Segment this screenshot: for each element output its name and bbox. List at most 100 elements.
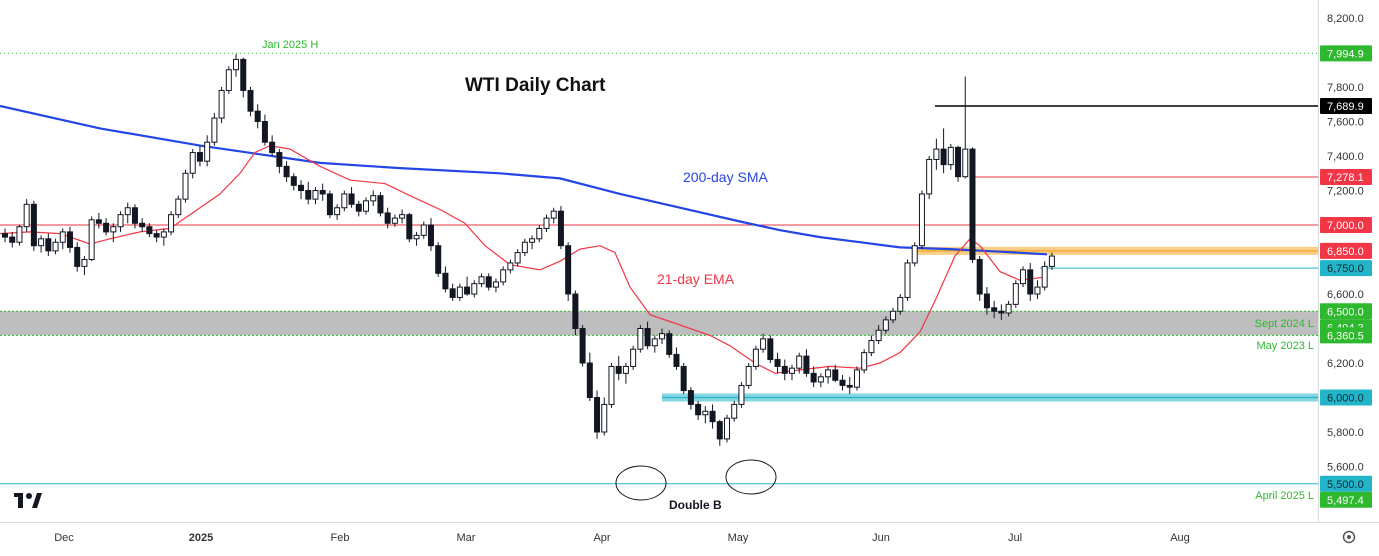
- candle: [124, 202, 131, 224]
- candle: [240, 57, 247, 98]
- candle: [752, 345, 759, 370]
- candle: [456, 283, 463, 301]
- candle: [370, 190, 377, 207]
- candle: [926, 156, 933, 200]
- candle: [529, 235, 536, 250]
- candle: [1012, 280, 1019, 308]
- candle: [1020, 266, 1027, 288]
- candle: [651, 335, 658, 353]
- candle: [168, 211, 175, 236]
- candle: [81, 256, 88, 276]
- candle: [261, 114, 268, 146]
- candle: [861, 349, 868, 374]
- candle: [196, 145, 203, 167]
- candle: [305, 181, 312, 205]
- double-bottom-circle-1: [615, 465, 667, 501]
- candle: [326, 190, 333, 219]
- candle: [998, 304, 1005, 320]
- price-label: 6,360.5: [1320, 327, 1372, 344]
- y-tick-label: 7,400.0: [1327, 151, 1364, 163]
- svg-text:7,994.9: 7,994.9: [1327, 48, 1364, 60]
- candle: [500, 266, 507, 286]
- candle: [875, 325, 882, 345]
- candle: [882, 316, 889, 334]
- candle: [38, 235, 45, 253]
- price-label: 6,750.0: [1320, 260, 1372, 277]
- svg-text:6,750.0: 6,750.0: [1327, 263, 1364, 275]
- double-bottom-circle-2: [725, 459, 777, 495]
- candle: [406, 212, 413, 243]
- candle: [182, 169, 189, 203]
- candle: [153, 230, 160, 243]
- candle: [724, 414, 730, 443]
- candle: [9, 231, 16, 248]
- price-label: 7,994.9: [1320, 45, 1372, 62]
- candle: [788, 364, 795, 381]
- x-tick-label: Aug: [1170, 532, 1190, 544]
- april-2025-low-label: April 2025 L: [1255, 490, 1314, 502]
- candle: [846, 376, 853, 395]
- candle: [384, 207, 391, 229]
- candle: [471, 280, 478, 298]
- svg-text:7,000.0: 7,000.0: [1327, 220, 1364, 232]
- candle: [478, 273, 485, 288]
- y-tick-label: 5,800.0: [1327, 427, 1364, 439]
- candle: [969, 147, 976, 263]
- svg-text:7,689.9: 7,689.9: [1327, 101, 1364, 113]
- price-label: 6,000.0: [1320, 389, 1372, 406]
- candle: [594, 390, 601, 439]
- candle: [673, 347, 680, 370]
- x-tick-label: Dec: [54, 532, 74, 544]
- price-label: 6,850.0: [1320, 242, 1372, 259]
- candle: [225, 66, 232, 94]
- candle: [933, 138, 940, 170]
- y-tick-label: 8,200.0: [1327, 13, 1364, 25]
- settings-gear-icon[interactable]: [1342, 530, 1356, 544]
- candle: [731, 400, 738, 422]
- candle: [572, 290, 579, 336]
- candle: [1041, 261, 1048, 291]
- chart-title: WTI Daily Chart: [465, 75, 606, 96]
- candle: [810, 366, 817, 388]
- candle: [940, 128, 947, 174]
- candle: [391, 214, 398, 227]
- candle: [521, 238, 528, 257]
- y-tick-label: 7,800.0: [1327, 82, 1364, 94]
- candle: [514, 249, 521, 267]
- ema-label: 21-day EMA: [657, 271, 735, 287]
- candle: [189, 149, 196, 179]
- candle: [95, 212, 102, 229]
- svg-text:5,497.4: 5,497.4: [1327, 495, 1364, 507]
- x-tick-label: 2025: [189, 532, 213, 544]
- candle: [312, 187, 319, 205]
- candle: [1005, 300, 1012, 317]
- svg-text:6,360.5: 6,360.5: [1327, 330, 1364, 342]
- candle: [485, 273, 492, 291]
- candle: [904, 259, 911, 301]
- candle: [557, 206, 564, 250]
- candle: [991, 300, 998, 319]
- x-tick-label: Mar: [457, 532, 476, 544]
- candle: [947, 143, 954, 170]
- candle: [23, 199, 30, 232]
- candle: [1034, 280, 1041, 300]
- candle: [204, 135, 211, 167]
- candle: [233, 54, 240, 77]
- may-2023-low-label: May 2023 L: [1257, 340, 1314, 352]
- candle: [709, 404, 716, 429]
- candle: [103, 218, 110, 236]
- candle: [377, 192, 384, 217]
- price-label: 7,689.9: [1320, 97, 1372, 114]
- double-bottom-label: Double B: [669, 498, 722, 512]
- candle: [817, 373, 824, 388]
- price-label: 7,000.0: [1320, 217, 1372, 233]
- candle: [74, 242, 81, 272]
- candle: [276, 149, 283, 174]
- candle: [579, 325, 586, 367]
- candle: [550, 207, 557, 224]
- candle: [976, 256, 983, 301]
- x-tick-label: Jul: [1008, 532, 1022, 544]
- price-label: 7,278.1: [1320, 169, 1372, 186]
- candle: [781, 359, 788, 381]
- candle: [160, 228, 167, 246]
